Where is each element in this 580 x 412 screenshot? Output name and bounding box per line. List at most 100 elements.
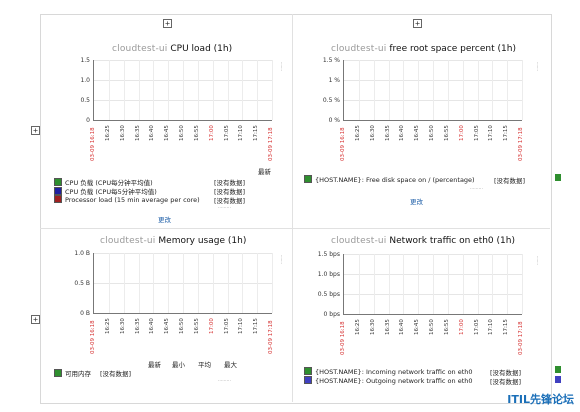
legend-value: [没有数据]: [494, 177, 526, 185]
legend-swatch-icon: [304, 376, 312, 384]
x-tick: 17:15: [253, 125, 260, 141]
grid-line-v: [403, 60, 405, 120]
site-watermark: ITIL先锋论坛: [507, 393, 574, 406]
x-tick: 16:30: [369, 125, 376, 141]
legend-item: {HOST.NAME}: Incoming network traffic on…: [304, 367, 473, 376]
x-tick: 17:15: [253, 318, 260, 334]
col-min: 最小: [172, 361, 185, 369]
edit-link[interactable]: 更改: [158, 216, 171, 224]
x-tick: 16:25: [354, 125, 361, 141]
legend-value: [没有数据]: [490, 378, 522, 386]
legend-item: Processor load (15 min average per core): [54, 195, 200, 204]
x-tick: 16:30: [119, 318, 126, 334]
graph-title-text: free root space percent (1h): [389, 44, 516, 54]
x-tick: 03-09 17:18: [518, 321, 524, 356]
expand-plus-icon[interactable]: +: [31, 315, 40, 324]
y-tick: 1.0 B: [74, 250, 90, 257]
x-tick: 17:10: [488, 125, 495, 141]
legend-swatch-icon: [304, 175, 312, 183]
side-note: ·······: [279, 62, 284, 71]
col-avg: 平均: [198, 361, 211, 369]
x-tick: 16:55: [193, 318, 200, 334]
x-tick: 17:05: [223, 125, 230, 141]
edit-link[interactable]: 更改: [410, 198, 423, 206]
legend-value: [没有数据]: [100, 370, 132, 378]
x-tick: 16:50: [179, 125, 185, 141]
x-tick: 16:50: [179, 318, 185, 334]
x-tick: 16:45: [414, 125, 421, 141]
grid-line-v: [242, 253, 244, 313]
grid-line-v: [403, 254, 405, 314]
legend-label: CPU 负载 (CPU每5分钟平均值): [65, 188, 157, 196]
legend-item: CPU 负载 (CPU每5分钟平均值): [54, 186, 157, 196]
expand-plus-icon[interactable]: +: [413, 19, 422, 28]
side-note: ·······: [279, 255, 284, 264]
grid-line-v: [373, 254, 375, 314]
y-tick: 1 %: [328, 77, 340, 84]
footnote: ·········: [470, 187, 483, 192]
x-tick: 16:55: [443, 125, 450, 141]
y-tick: 0 %: [328, 117, 340, 124]
expand-plus-icon[interactable]: +: [163, 19, 172, 28]
x-tick: 16:30: [119, 125, 126, 141]
grid-line-v: [197, 253, 199, 313]
x-tick: 16:35: [384, 319, 391, 335]
graph-title-text: Network traffic on eth0 (1h): [389, 236, 515, 246]
legend-item: 可用内存: [54, 368, 91, 378]
dashboard-frame: [40, 14, 552, 404]
legend-label: {HOST.NAME}: Outgoing network traffic on…: [315, 377, 473, 385]
x-tick: 17:05: [223, 318, 230, 334]
grid-line-v: [257, 253, 259, 313]
grid-line-v: [108, 253, 110, 313]
y-tick: 1.0 bps: [317, 271, 340, 278]
x-tick: 03-09 16:18: [340, 127, 346, 162]
grid-line-v: [197, 60, 199, 120]
legend-label: Processor load (15 min average per core): [65, 196, 200, 204]
x-tick: 16:45: [414, 319, 421, 335]
grid-line-v: [108, 60, 110, 120]
legend-swatch-icon: [54, 178, 62, 186]
legend-swatch-icon: [54, 195, 62, 203]
x-tick: 17:10: [488, 319, 495, 335]
grid-line-v: [138, 60, 140, 120]
legend-value: [没有数据]: [214, 179, 246, 187]
legend-label: CPU 负载 (CPU每分钟平均值): [65, 179, 153, 187]
x-tick: 17:10: [238, 125, 245, 141]
col-latest: 最新: [148, 361, 161, 369]
grid-line-v: [388, 60, 390, 120]
x-tick: 16:45: [164, 125, 171, 141]
graph-title: cloudtest-ui Network traffic on eth0 (1h…: [331, 236, 515, 246]
grid-line-v: [257, 60, 259, 120]
x-tick: 17:05: [473, 125, 480, 141]
grid-line-v: [522, 60, 523, 120]
x-tick: 03-09 17:18: [518, 127, 524, 162]
x-tick: 16:40: [149, 125, 156, 141]
side-note: ·······: [535, 62, 540, 71]
row-divider: [40, 228, 550, 229]
grid-line-v: [153, 253, 155, 313]
x-tick: 17:00: [208, 125, 215, 141]
grid-line-v: [447, 60, 449, 120]
host-ghost-label: cloudtest-ui: [112, 44, 168, 54]
expand-plus-icon[interactable]: +: [31, 126, 40, 135]
y-tick: 1.5 %: [322, 57, 340, 64]
graph-title: cloudtest-ui CPU load (1h): [112, 44, 232, 54]
x-tick: 16:40: [399, 125, 406, 141]
grid-line-v: [138, 253, 140, 313]
x-tick: 16:55: [193, 125, 200, 141]
y-tick: 0 B: [80, 310, 90, 317]
x-tick: 03-09 17:18: [268, 127, 274, 162]
grid-line-v: [507, 60, 509, 120]
legend-item: {HOST.NAME}: Free disk space on / (perce…: [304, 175, 475, 184]
grid-line-v: [447, 254, 449, 314]
legend-swatch-icon: [304, 367, 312, 375]
legend-scroll-marker: [555, 366, 561, 373]
grid-line-v: [272, 253, 273, 313]
graph-title: cloudtest-ui Memory usage (1h): [100, 236, 246, 246]
legend-scroll-marker: [555, 174, 561, 181]
grid-line-v: [492, 60, 494, 120]
grid-line-v: [123, 60, 125, 120]
grid-line-v: [477, 60, 479, 120]
host-ghost-label: cloudtest-ui: [331, 236, 387, 246]
y-tick: 0.5 bps: [317, 291, 340, 298]
